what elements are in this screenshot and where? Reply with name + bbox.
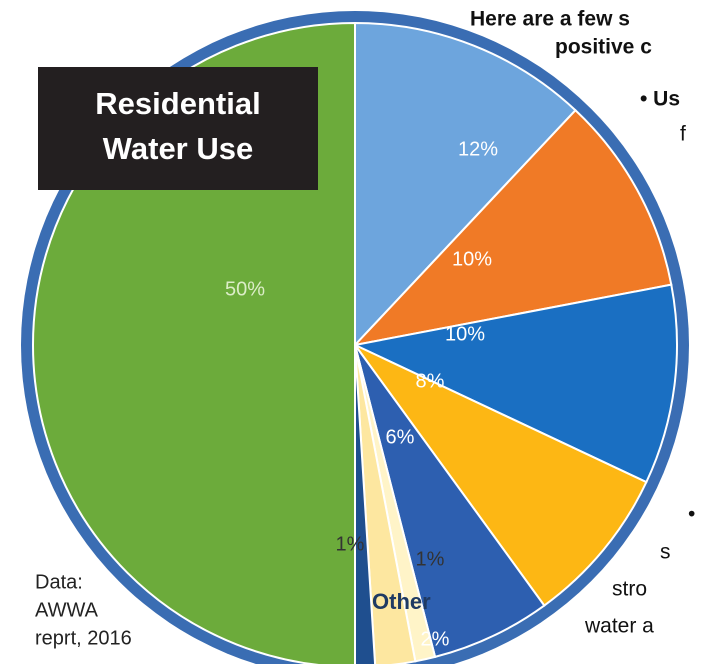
pie-slice [354,344,377,664]
data-label: 12% [458,138,498,160]
data-label: 8% [416,370,445,392]
data-label: 2% [421,628,450,650]
data-label: 10% [452,248,492,270]
title-box [38,67,318,190]
data-label: 6% [386,426,415,448]
annotation: Here are a few s [470,8,630,31]
data-label: 1% [416,548,445,570]
pie-slice [351,283,678,484]
source: Data: [35,571,83,593]
pie-slice [354,344,546,659]
pie-slice [352,108,673,347]
annotation: • [688,503,695,526]
source: reprt, 2016 [35,627,132,649]
annotation: f [680,123,686,146]
data-label: 50% [225,278,265,300]
source: AWWA [35,599,99,621]
annotation: s [660,541,671,564]
pie-slice [354,344,648,607]
data-label: 10% [445,323,485,345]
chart-title: Residential [95,86,260,121]
data-label: 1% [336,533,365,555]
pie-slice [354,21,577,348]
other-label: Other [372,589,431,614]
annotation: water a [584,615,654,638]
chart-title: Water Use [103,131,253,166]
annotation: • Us [640,88,680,111]
annotation: stro [612,578,647,601]
annotation: positive c [555,36,652,59]
